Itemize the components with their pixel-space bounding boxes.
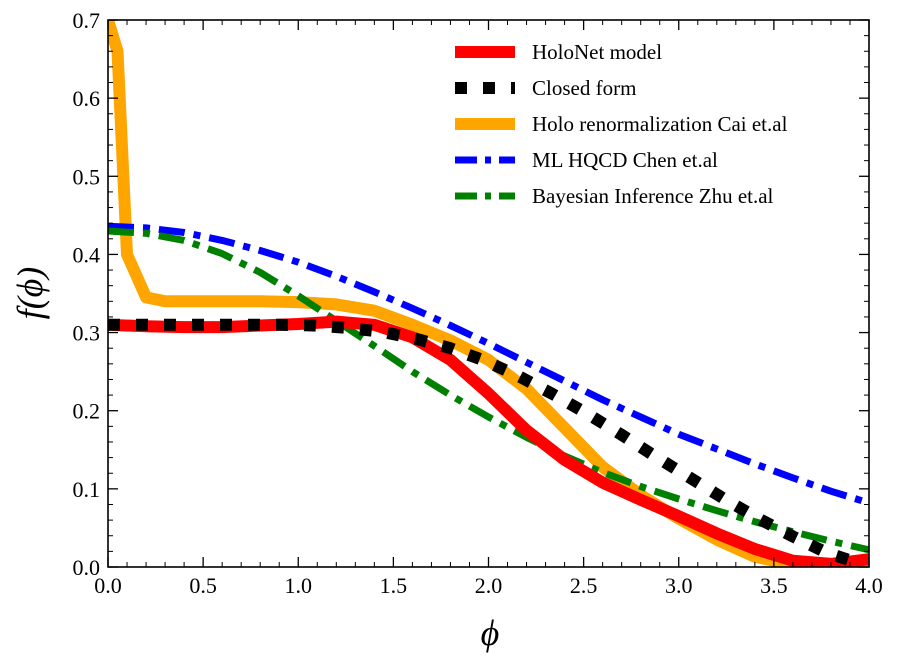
legend-label: ML HQCD Chen et.al [532,148,718,172]
series-line-bayesian-inference-zhu-et-al [108,227,869,554]
series-line-holo-renormalization-cai-et-al [108,20,869,567]
y-tick-label: 0.5 [73,164,101,189]
legend-label: Holo renormalization Cai et.al [532,112,788,136]
x-tick-label: 4.0 [855,573,883,598]
x-tick-label: 2.0 [475,573,503,598]
legend: HoloNet model Closed form Holo renormaliza… [455,40,788,208]
x-tick-label: 1.0 [285,573,313,598]
y-tick-label: 0.2 [73,399,101,424]
series-line-ml-hqcd-chen-et-al [108,222,869,507]
y-tick-label: 0.4 [73,242,101,267]
x-tick-label: 1.5 [380,573,408,598]
x-tick-label: 3.0 [665,573,693,598]
plot-frame [107,19,870,568]
series-layer [108,20,869,567]
y-tick-label: 0.6 [73,86,101,111]
x-tick-label: 3.5 [760,573,788,598]
legend-label: Closed form [532,76,636,100]
y-tick-label: 0.1 [73,477,101,502]
y-tick-label: 0.3 [73,321,101,346]
x-tick-label: 0.0 [94,573,122,598]
tick-layer: 0.0 0.5 1.0 1.5 2.0 2.5 3.0 3.5 4.0 0.0 0.1 0.2 0.3 0… [73,8,883,598]
x-tick-label: 0.5 [189,573,217,598]
x-axis-title: ϕ [481,613,500,653]
x-tick-label: 2.5 [570,573,598,598]
y-axis-title: f(ϕ) [10,267,50,320]
y-tick-label: 0.7 [73,8,101,33]
series-line-holonet-model [108,315,869,567]
legend-label: HoloNet model [532,40,662,64]
legend-label: Bayesian Inference Zhu et.al [532,184,774,208]
y-tick-label: 0.0 [73,555,101,580]
